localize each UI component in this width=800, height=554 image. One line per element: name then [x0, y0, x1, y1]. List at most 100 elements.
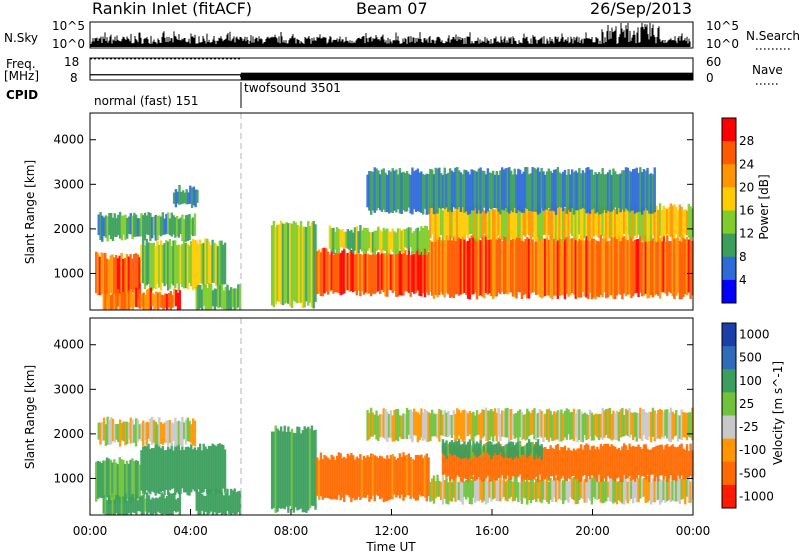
echo-cell: [511, 441, 515, 460]
colorbar-tick-0: 28: [739, 134, 754, 148]
echo-cell: [425, 410, 428, 443]
echo-cell: [209, 245, 213, 290]
echo-cell: [337, 252, 341, 294]
echo-cell: [133, 498, 136, 514]
echo-cell: [466, 413, 470, 437]
echo-cell: [416, 168, 420, 212]
echo-cell: [371, 453, 375, 496]
echo-cell: [405, 171, 409, 212]
echo-cell: [174, 217, 177, 238]
echo-cell: [483, 210, 486, 234]
echo-cell: [165, 420, 168, 443]
echo-cell: [418, 230, 421, 255]
velocity-data: [95, 407, 694, 515]
echo-cell: [682, 210, 685, 239]
echo-cell: [353, 254, 357, 292]
echo-cell: [597, 481, 601, 500]
echo-cell: [640, 241, 644, 297]
echo-cell: [445, 234, 448, 293]
echo-cell: [384, 172, 387, 213]
echo-cell: [138, 288, 142, 309]
echo-cell: [149, 448, 152, 495]
echo-cell: [448, 443, 452, 481]
echo-cell: [531, 478, 534, 501]
echo-cell: [405, 255, 409, 292]
echo-cell: [411, 458, 414, 497]
echo-cell: [97, 214, 100, 236]
echo-cell: [366, 228, 369, 251]
echo-cell: [238, 490, 242, 515]
echo-cell: [513, 168, 516, 208]
echo-cell: [154, 246, 157, 289]
echo-cell: [368, 231, 371, 249]
echo-cell: [468, 174, 472, 214]
echo-band-9: [441, 438, 543, 460]
echo-cell: [660, 444, 664, 476]
echo-cell: [346, 252, 350, 291]
echo-cell: [497, 408, 500, 437]
cpid-label: CPID: [6, 88, 38, 102]
echo-cell: [653, 410, 656, 442]
echo-cell: [517, 410, 520, 442]
echo-cell: [605, 205, 608, 242]
echo-cell: [224, 286, 227, 310]
echo-cell: [614, 475, 617, 503]
echo-cell: [432, 413, 436, 437]
echo-cell: [393, 254, 396, 291]
echo-cell: [206, 488, 209, 515]
echo-cell: [422, 458, 425, 497]
echo-cell: [619, 173, 622, 213]
echo-cell: [526, 408, 529, 440]
echo-cell: [502, 411, 506, 438]
echo-cell: [411, 251, 414, 293]
echo-cell: [461, 482, 464, 505]
echo-cell: [635, 446, 638, 479]
beam-title: Beam 07: [356, 0, 428, 18]
echo-cell: [597, 205, 601, 239]
echo-cell: [488, 210, 491, 239]
echo-cell: [630, 412, 633, 435]
echo-cell: [481, 236, 484, 297]
echo-cell: [572, 206, 576, 238]
echo-cell: [323, 454, 326, 499]
echo-cell: [509, 447, 513, 480]
nave-tick-top: 60: [706, 55, 721, 69]
echo-cell: [685, 476, 689, 497]
echo-cell: [420, 454, 423, 497]
echo-cell: [197, 284, 200, 310]
echo-cell: [109, 500, 113, 515]
echo-cell: [116, 258, 120, 294]
echo-cell: [423, 248, 427, 298]
colorbar-tick-1: 24: [739, 157, 754, 171]
echo-cell: [614, 171, 617, 208]
echo-cell: [109, 255, 112, 293]
echo-cell: [565, 481, 568, 501]
echo-cell: [96, 253, 100, 295]
echo-cell: [136, 218, 140, 237]
echo-cell: [628, 477, 631, 502]
echo-cell: [443, 442, 446, 456]
echo-cell: [563, 169, 567, 208]
echo-cell: [529, 237, 533, 294]
echo-cell: [165, 213, 168, 234]
echo-cell: [572, 234, 576, 295]
echo-cell: [316, 251, 319, 295]
echo-cell: [104, 424, 108, 446]
echo-cell: [447, 482, 450, 505]
echo-cell: [384, 458, 387, 502]
echo-cell: [395, 232, 398, 255]
echo-cell: [558, 450, 561, 482]
echo-cell: [466, 450, 470, 483]
echo-cell: [619, 207, 622, 242]
echo-cell: [468, 439, 472, 459]
echo-cell: [533, 408, 536, 440]
echo-cell: [509, 202, 513, 239]
echo-cell: [477, 206, 481, 240]
echo-cell: [570, 238, 574, 293]
echo-cell: [648, 236, 651, 298]
echo-cell: [484, 235, 488, 293]
echo-cell: [111, 217, 115, 242]
echo-cell: [524, 414, 527, 441]
echo-cell: [524, 481, 527, 499]
echo-cell: [554, 477, 558, 503]
